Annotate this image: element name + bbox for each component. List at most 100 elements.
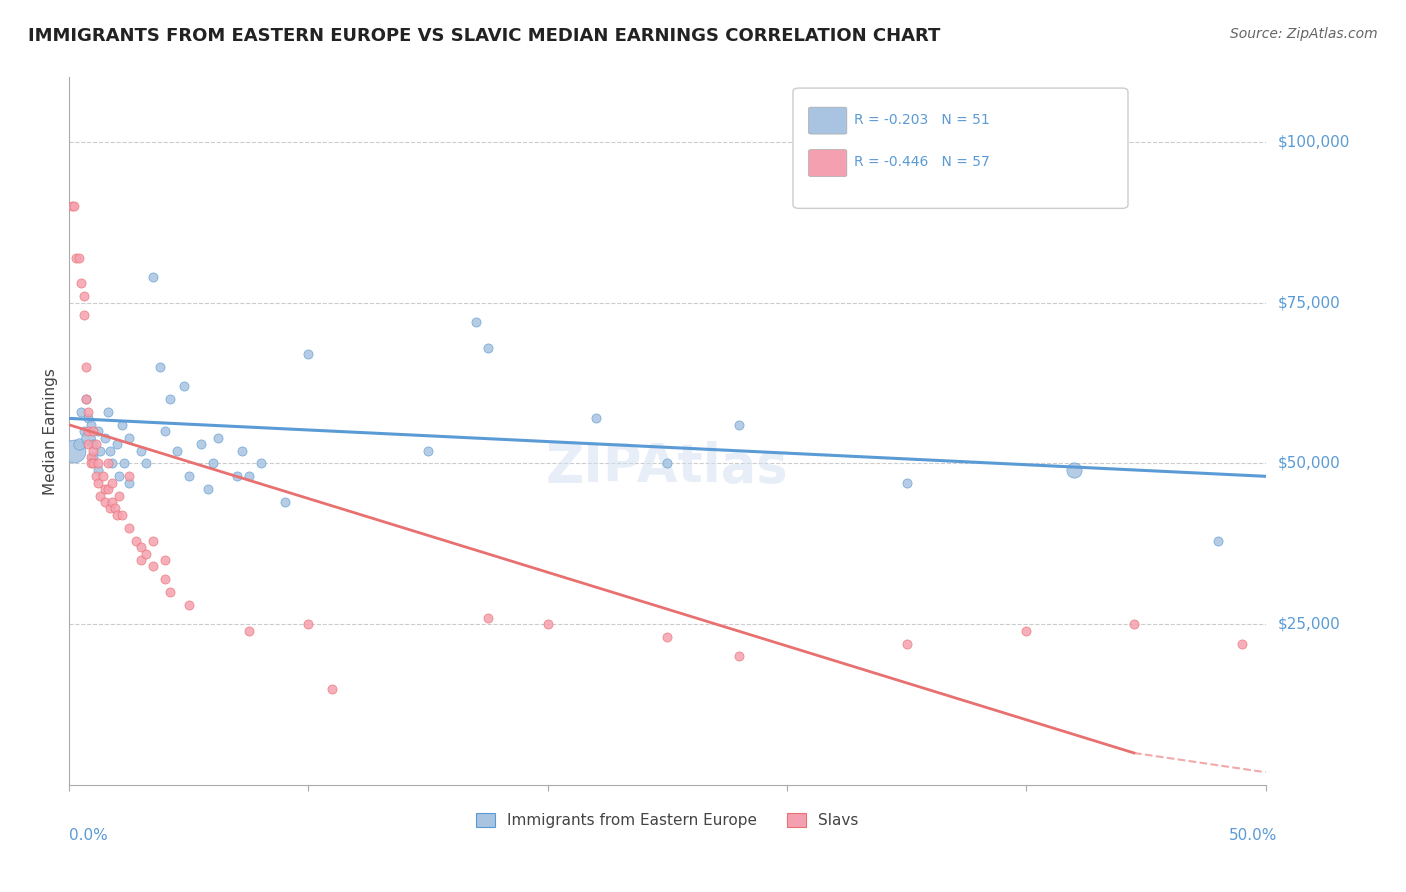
Point	[72, 289, 94, 303]
Point	[84, 437, 107, 451]
Point	[416, 443, 439, 458]
Point	[1123, 617, 1146, 632]
Point	[72, 424, 94, 438]
Point	[149, 359, 172, 374]
Text: R = -0.446   N = 57: R = -0.446 N = 57	[853, 155, 990, 169]
Point	[75, 359, 97, 374]
Point	[118, 521, 141, 535]
Point	[129, 443, 152, 458]
Point	[89, 443, 111, 458]
Point	[190, 437, 212, 451]
Point	[111, 417, 134, 432]
Point	[153, 553, 176, 567]
Legend: Immigrants from Eastern Europe, Slavs: Immigrants from Eastern Europe, Slavs	[470, 806, 865, 834]
Point	[80, 450, 103, 464]
Point	[67, 437, 90, 451]
Point	[118, 475, 141, 490]
Point	[321, 681, 343, 696]
Point	[173, 379, 195, 393]
Point	[82, 450, 104, 464]
FancyBboxPatch shape	[808, 150, 846, 177]
Point	[297, 347, 319, 361]
Point	[96, 405, 118, 419]
Point	[197, 482, 219, 496]
Point	[129, 540, 152, 554]
Point	[77, 431, 100, 445]
Text: $25,000: $25,000	[1278, 616, 1340, 632]
Point	[94, 431, 117, 445]
Text: 50.0%: 50.0%	[1229, 828, 1278, 843]
Text: ZIPAtlas: ZIPAtlas	[546, 441, 789, 492]
Point	[89, 489, 111, 503]
Point	[98, 443, 121, 458]
Point	[63, 199, 86, 213]
FancyBboxPatch shape	[793, 88, 1128, 209]
Point	[94, 495, 117, 509]
Point	[297, 617, 319, 632]
Text: $75,000: $75,000	[1278, 295, 1340, 310]
Point	[108, 489, 131, 503]
Point	[112, 457, 135, 471]
Point	[125, 533, 148, 548]
Point	[108, 469, 131, 483]
Point	[1206, 533, 1229, 548]
Point	[96, 482, 118, 496]
Point	[657, 457, 679, 471]
Point	[80, 457, 103, 471]
Point	[1063, 463, 1085, 477]
Point	[63, 443, 86, 458]
Point	[201, 457, 224, 471]
Point	[67, 251, 90, 265]
Point	[1015, 624, 1038, 638]
Point	[177, 469, 200, 483]
Text: $50,000: $50,000	[1278, 456, 1340, 471]
Point	[82, 424, 104, 438]
Point	[104, 501, 127, 516]
Point	[101, 495, 124, 509]
Text: R = -0.203   N = 51: R = -0.203 N = 51	[853, 113, 990, 127]
Point	[82, 443, 104, 458]
Point	[177, 598, 200, 612]
Point	[65, 251, 87, 265]
Point	[105, 508, 128, 522]
Point	[101, 457, 124, 471]
Point	[70, 405, 93, 419]
Point	[896, 475, 918, 490]
Point	[477, 611, 499, 625]
Point	[477, 341, 499, 355]
Point	[728, 649, 751, 664]
Point	[207, 431, 229, 445]
Point	[75, 392, 97, 406]
Point	[249, 457, 271, 471]
Point	[82, 457, 104, 471]
Point	[98, 501, 121, 516]
Point	[153, 424, 176, 438]
Point	[135, 457, 157, 471]
Point	[1230, 636, 1253, 650]
Point	[118, 431, 141, 445]
Point	[142, 559, 165, 574]
Point	[153, 572, 176, 586]
Y-axis label: Median Earnings: Median Earnings	[44, 368, 58, 495]
Text: Source: ZipAtlas.com: Source: ZipAtlas.com	[1230, 27, 1378, 41]
Point	[129, 553, 152, 567]
Point	[142, 533, 165, 548]
Point	[465, 315, 488, 329]
Point	[657, 630, 679, 644]
Point	[80, 417, 103, 432]
Point	[896, 636, 918, 650]
Point	[225, 469, 247, 483]
Point	[84, 469, 107, 483]
Point	[159, 392, 181, 406]
Point	[77, 437, 100, 451]
Point	[101, 475, 124, 490]
Point	[159, 585, 181, 599]
Point	[111, 508, 134, 522]
Point	[91, 469, 114, 483]
Point	[70, 277, 93, 291]
Point	[82, 437, 104, 451]
Point	[537, 617, 560, 632]
FancyBboxPatch shape	[808, 107, 846, 134]
Point	[77, 411, 100, 425]
Point	[87, 463, 110, 477]
